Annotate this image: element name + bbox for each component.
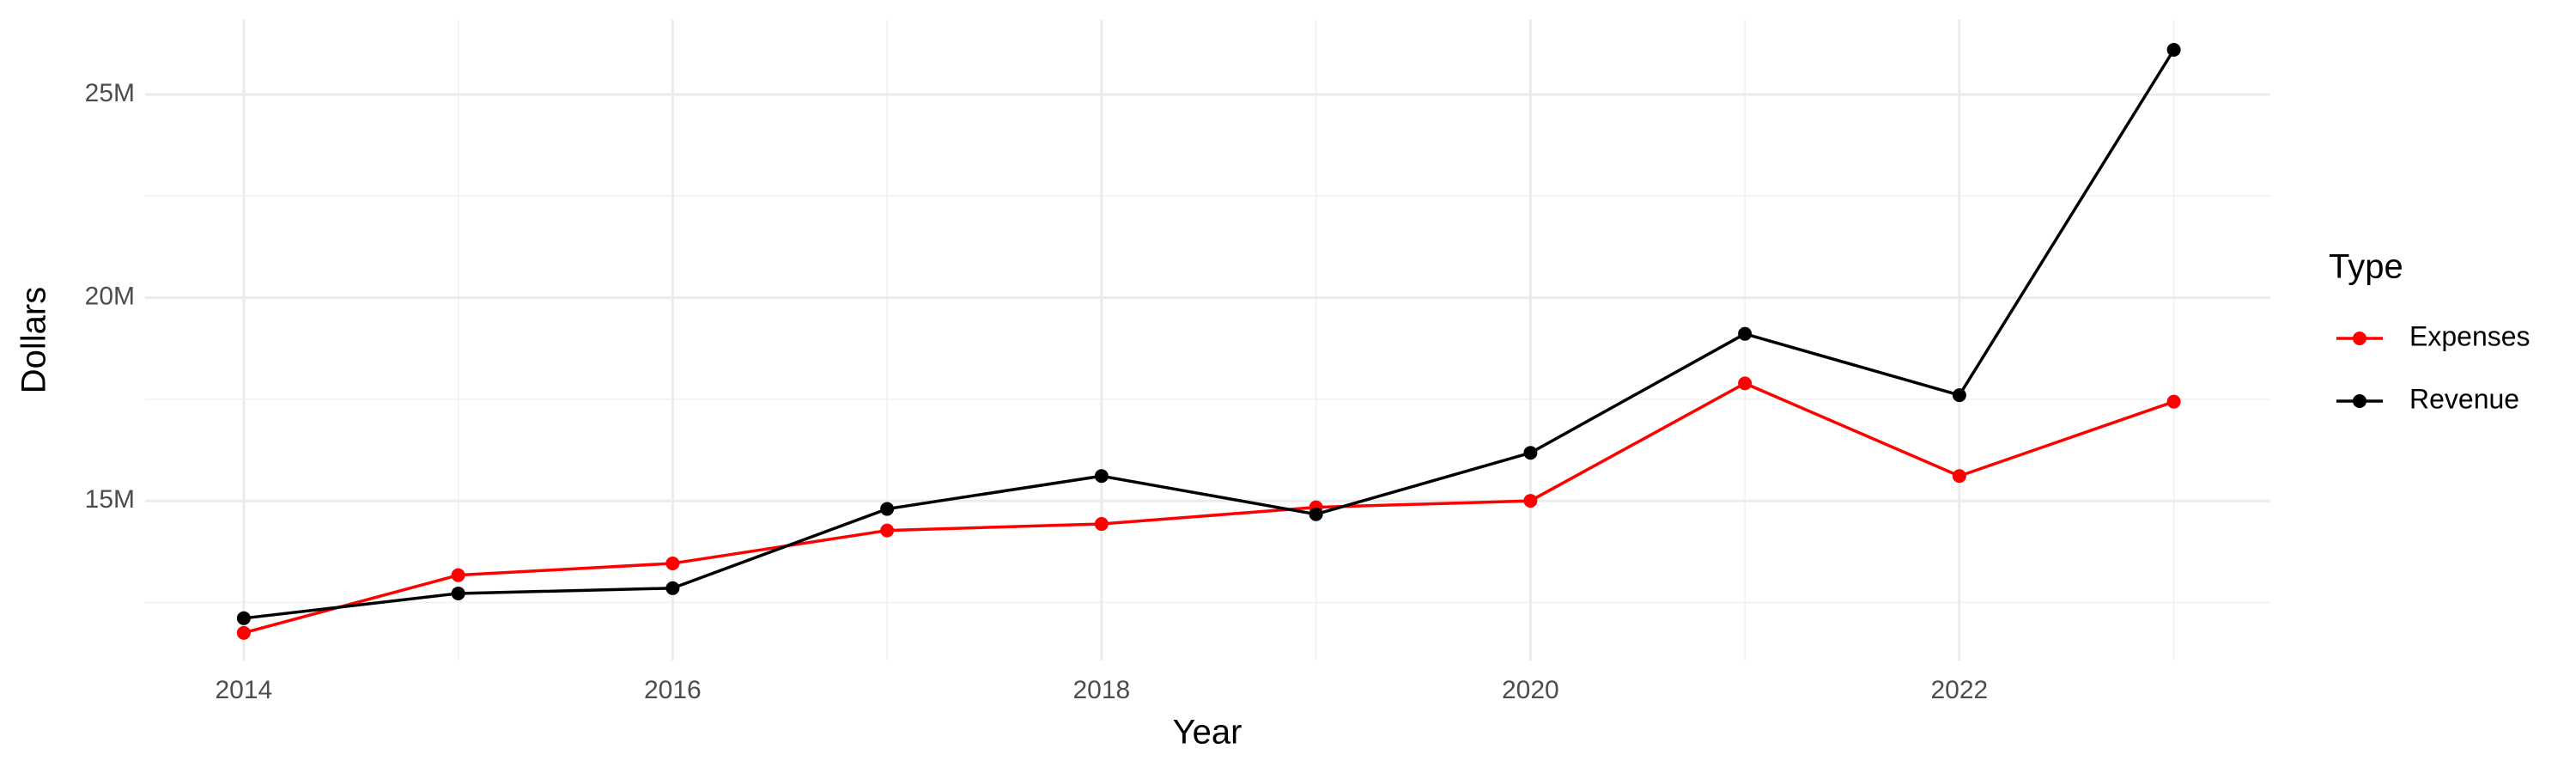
x-axis-title: Year bbox=[1173, 714, 1242, 752]
data-point bbox=[2166, 394, 2181, 409]
y-axis-title: Dollars bbox=[15, 287, 53, 393]
data-point bbox=[2166, 43, 2181, 58]
data-point bbox=[1738, 326, 1753, 341]
series-line bbox=[243, 49, 2176, 620]
data-point bbox=[1309, 507, 1323, 521]
x-tick-label: 2016 bbox=[644, 676, 702, 704]
data-point bbox=[236, 611, 251, 625]
data-point bbox=[880, 523, 895, 538]
x-tick-label: 2022 bbox=[1930, 676, 1988, 704]
y-tick-label: 25M bbox=[85, 79, 135, 107]
legend-marker bbox=[2353, 394, 2366, 408]
legend-label: Revenue bbox=[2409, 383, 2519, 414]
data-point bbox=[451, 586, 465, 600]
data-point bbox=[1952, 388, 1966, 403]
series-line bbox=[243, 381, 2175, 635]
y-tick-label: 15M bbox=[85, 485, 135, 514]
legend-title: Type bbox=[2329, 248, 2403, 286]
data-point bbox=[1952, 469, 1966, 484]
data-point bbox=[451, 568, 465, 582]
data-point bbox=[1094, 469, 1109, 484]
legend-label: Expenses bbox=[2409, 320, 2530, 351]
x-tick-label: 2014 bbox=[216, 676, 273, 704]
legend-marker bbox=[2353, 332, 2366, 345]
x-tick-label: 2018 bbox=[1072, 676, 1130, 704]
data-point bbox=[665, 556, 680, 570]
data-point bbox=[236, 625, 251, 640]
data-point bbox=[665, 581, 680, 595]
y-tick-label: 20M bbox=[85, 282, 135, 310]
data-point bbox=[1523, 446, 1538, 460]
data-point bbox=[1094, 517, 1109, 532]
data-point bbox=[1523, 494, 1538, 508]
data-point bbox=[1738, 376, 1753, 391]
data-point bbox=[880, 502, 895, 516]
x-tick-label: 2020 bbox=[1502, 676, 1559, 704]
